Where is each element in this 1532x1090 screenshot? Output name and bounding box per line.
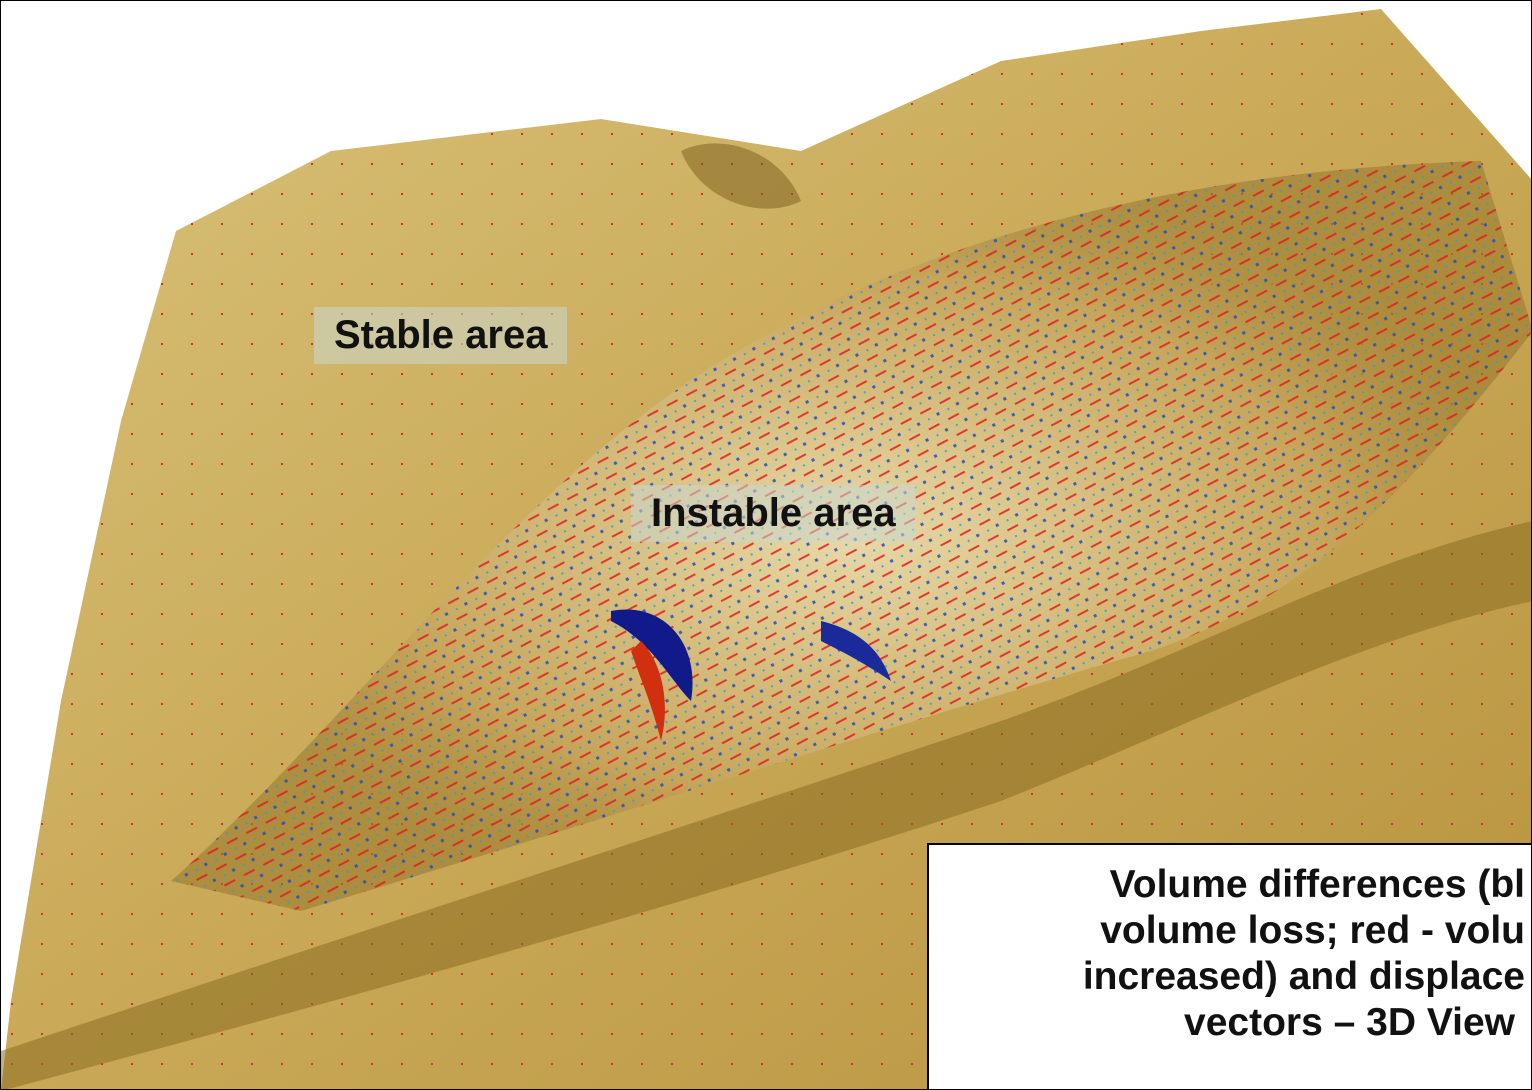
stable-label: Stable area xyxy=(314,307,567,364)
caption-line: vectors – 3D View xyxy=(1184,1001,1515,1045)
figure: Stable area Instable area Volume differe… xyxy=(0,0,1532,1090)
caption-line: volume loss; red - volu xyxy=(1100,909,1525,953)
instable-label: Instable area xyxy=(631,485,916,542)
caption-line: increased) and displace xyxy=(1083,955,1525,999)
caption-line: Volume differences (bl xyxy=(1110,863,1525,907)
caption-box: Volume differences (bl volume loss; red … xyxy=(927,843,1532,1090)
